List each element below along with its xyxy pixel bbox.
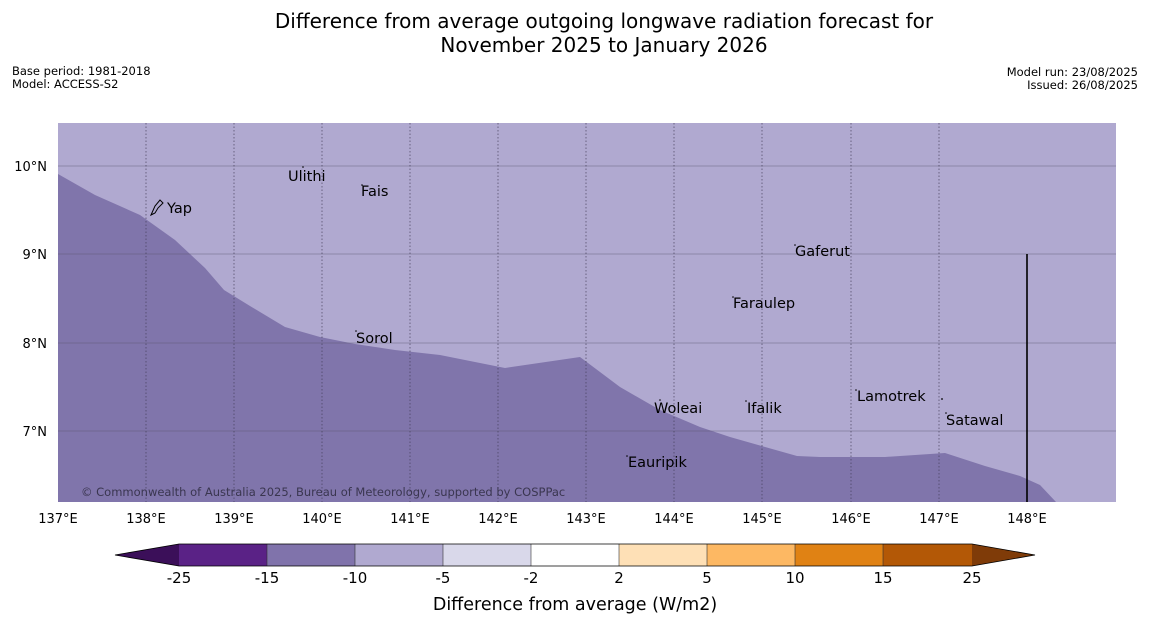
place-label-sorol: Sorol [356,331,393,347]
colorbar-segment-1 [179,544,267,566]
lon-label-142e: 142°E [478,512,518,527]
colorbar-tick-label: 25 [962,569,981,587]
place-label-eauripik: Eauripik [628,455,687,471]
colorbar-label: Difference from average (W/m2) [433,595,717,615]
colorbar-segment-8 [795,544,883,566]
colorbar-segment-7 [707,544,795,566]
place-label-lamotrek: Lamotrek [857,389,926,405]
lon-label-139e: 139°E [214,512,254,527]
colorbar-segment-5 [531,544,619,566]
base-period: Base period: 1981-2018 [12,64,151,78]
colorbar-tick-label: 5 [702,569,712,587]
lon-label-144e: 144°E [654,512,694,527]
lon-label-148e: 148°E [1007,512,1047,527]
colorbar-tick-label: -25 [167,569,192,587]
lat-label-10n: 10°N [14,160,47,175]
colorbar-segment-4 [443,544,531,566]
lon-label-143e: 143°E [566,512,606,527]
colorbar-tick-label: -15 [255,569,280,587]
model-name: Model: ACCESS-S2 [12,77,119,91]
copyright-text: © Commonwealth of Australia 2025, Bureau… [81,485,565,499]
map-title: Difference from average outgoing longwav… [0,9,1150,57]
colorbar-tick-label: 15 [873,569,892,587]
lon-label-147e: 147°E [919,512,959,527]
lon-label-145e: 145°E [742,512,782,527]
colorbar-tick-label: -5 [436,569,451,587]
yap-island-shape [149,199,164,217]
place-label-faraulep: Faraulep [733,296,795,312]
lon-label-146e: 146°E [831,512,871,527]
lon-label-138e: 138°E [126,512,166,527]
colorbar-extend-high [972,544,1035,566]
colorbar-tick-label: -10 [343,569,368,587]
colorbar-tick-label: -2 [524,569,539,587]
place-label-woleai: Woleai [654,401,702,417]
lat-label-7n: 7°N [23,425,48,440]
lon-label-137e: 137°E [38,512,78,527]
colorbar-extend-low [115,544,179,566]
lon-label-141e: 141°E [390,512,430,527]
colorbar-segment-2 [267,544,355,566]
place-label-fais: Fais [361,184,388,200]
colorbar-tick-label: 10 [785,569,804,587]
info-right: Model run: 23/08/2025 Issued: 26/08/2025 [1007,66,1138,92]
title-line-1: Difference from average outgoing longwav… [274,9,934,33]
colorbar-segment-3 [355,544,443,566]
issued-date: Issued: 26/08/2025 [1027,78,1138,92]
colorbar-tick-label: 2 [614,569,624,587]
place-label-satawal: Satawal [946,413,1003,429]
place-label-gaferut: Gaferut [795,244,850,260]
colorbar-segment-6 [619,544,707,566]
lat-label-9n: 9°N [23,248,48,263]
info-left: Base period: 1981-2018 Model: ACCESS-S2 [12,65,151,91]
longitude-gridlines [145,123,940,502]
lon-label-140e: 140°E [302,512,342,527]
lat-label-8n: 8°N [23,337,48,352]
title-line-2: November 2025 to January 2026 [440,33,768,57]
place-label-ifalik: Ifalik [747,401,782,417]
region-minus-15-to-minus-10 [58,174,1056,502]
atoll-markers [302,166,947,457]
colorbar [114,543,1036,567]
model-run: Model run: 23/08/2025 [1006,65,1138,79]
colorbar-segment-9 [883,544,972,566]
place-label-ulithi: Ulithi [288,169,326,185]
place-label-yap: Yap [166,201,192,217]
